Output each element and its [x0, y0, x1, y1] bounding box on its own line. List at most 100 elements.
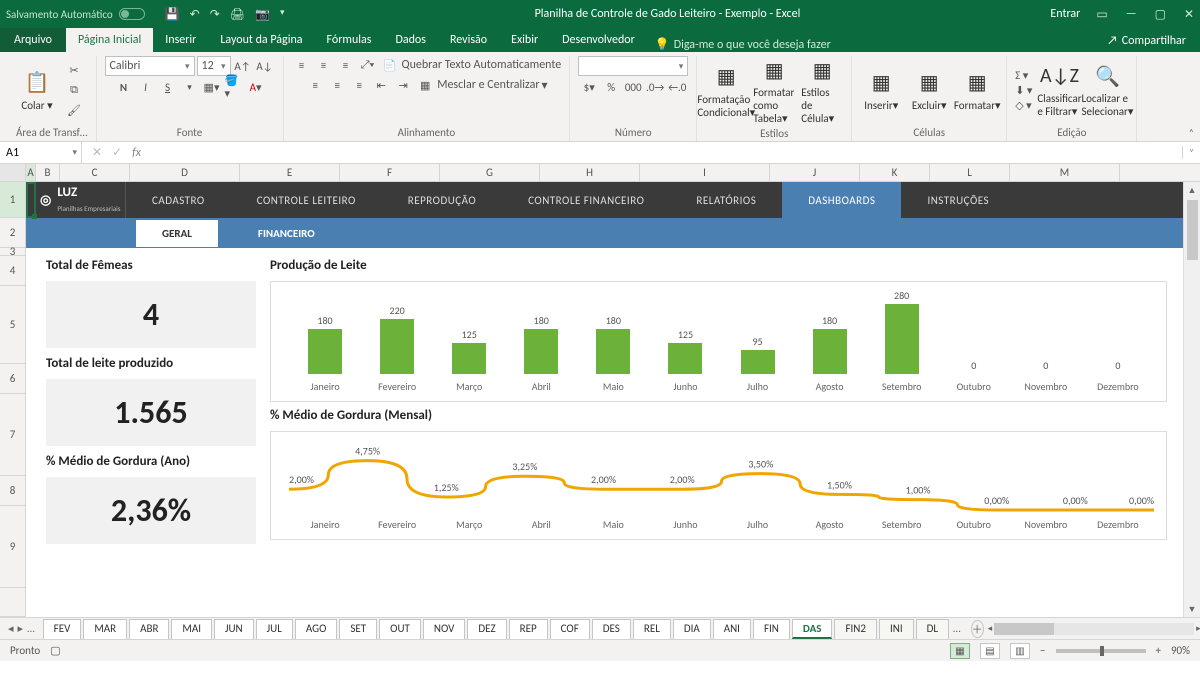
- dec-decimal-icon[interactable]: ←.0: [667, 78, 687, 96]
- row-head-6[interactable]: 6: [0, 364, 25, 394]
- align-mid-icon[interactable]: ≡: [314, 56, 334, 74]
- orientation-icon[interactable]: ⤢▾: [358, 56, 378, 74]
- sheet-tab-abr[interactable]: ABR: [129, 619, 169, 639]
- sheet-tab-out[interactable]: OUT: [379, 619, 421, 639]
- col-head-H[interactable]: H: [540, 164, 640, 181]
- col-head-M[interactable]: M: [1010, 164, 1120, 181]
- sheet-tab-ani[interactable]: ANI: [713, 619, 751, 639]
- tab-view[interactable]: Exibir: [499, 28, 550, 52]
- nav-instruções[interactable]: INSTRUÇÕES: [901, 182, 1015, 218]
- expand-formula-bar-icon[interactable]: ˅: [1182, 146, 1200, 159]
- ribbon-options-icon[interactable]: ▭: [1096, 7, 1107, 22]
- sheet-nav-last-icon[interactable]: ▸: [18, 622, 24, 635]
- save-icon[interactable]: 💾: [165, 7, 180, 22]
- row-head-1[interactable]: 1: [0, 182, 25, 218]
- col-head-J[interactable]: J: [770, 164, 860, 181]
- format-as-table-button[interactable]: ▦Formatar como Tabela▾: [753, 56, 795, 125]
- cell-styles-button[interactable]: ▦Estilos de Célula▾: [801, 56, 843, 125]
- enter-formula-icon[interactable]: ✓: [112, 145, 122, 160]
- col-head-D[interactable]: D: [130, 164, 240, 181]
- delete-cells-button[interactable]: ▦Excluir▾: [908, 69, 950, 112]
- tab-developer[interactable]: Desenvolvedor: [550, 28, 647, 52]
- minimize-icon[interactable]: —: [1126, 7, 1137, 22]
- inc-decimal-icon[interactable]: .0→: [645, 78, 665, 96]
- indent-dec-icon[interactable]: ⇤: [371, 76, 391, 94]
- row-head-8[interactable]: 8: [0, 476, 25, 506]
- col-head-C[interactable]: C: [60, 164, 130, 181]
- indent-inc-icon[interactable]: ⇥: [393, 76, 413, 94]
- row-head-2[interactable]: 2: [0, 218, 25, 248]
- formula-bar-input[interactable]: [151, 142, 1182, 163]
- name-box[interactable]: A1▾: [0, 142, 82, 163]
- italic-icon[interactable]: I: [136, 78, 156, 96]
- borders-icon[interactable]: ▦▾: [202, 78, 222, 96]
- select-all-corner[interactable]: [0, 164, 26, 181]
- sheet-tab-mai[interactable]: MAI: [171, 619, 212, 639]
- sheet-tab-nov[interactable]: NOV: [423, 619, 466, 639]
- col-head-K[interactable]: K: [860, 164, 930, 181]
- maximize-icon[interactable]: ▢: [1155, 7, 1166, 22]
- conditional-formatting-button[interactable]: ▦Formatação Condicional▾: [705, 63, 747, 119]
- align-left-icon[interactable]: ≡: [305, 76, 325, 94]
- vertical-scrollbar[interactable]: ▲▼: [1183, 182, 1200, 617]
- col-head-F[interactable]: F: [340, 164, 440, 181]
- nav-relatórios[interactable]: RELATÓRIOS: [670, 182, 782, 218]
- col-head-G[interactable]: G: [440, 164, 540, 181]
- fill-color-icon[interactable]: 🪣▾: [224, 78, 244, 96]
- number-format-combo[interactable]: ▾: [578, 56, 688, 76]
- col-head-B[interactable]: B: [36, 164, 60, 181]
- redo-icon[interactable]: ↷: [210, 7, 220, 22]
- wrap-text-button[interactable]: 📄: [380, 56, 400, 74]
- insert-cells-button[interactable]: ▦Inserir▾: [860, 69, 902, 112]
- sheet-tab-dez[interactable]: DEZ: [467, 619, 506, 639]
- sheet-tab-fev[interactable]: FEV: [43, 619, 82, 639]
- horizontal-scrollbar[interactable]: ◂ ▸: [984, 623, 1200, 635]
- font-size-combo[interactable]: 12▾: [197, 56, 231, 76]
- row-head-5[interactable]: 5: [0, 286, 25, 364]
- tab-home[interactable]: Página Inicial: [66, 28, 153, 52]
- sheet-more-prev[interactable]: …: [27, 622, 35, 635]
- font-name-combo[interactable]: Calibri▾: [105, 56, 195, 76]
- nav-cadastro[interactable]: CADASTRO: [126, 182, 231, 218]
- zoom-out-icon[interactable]: −: [1040, 644, 1045, 657]
- sheet-tab-des[interactable]: DES: [592, 619, 631, 639]
- format-painter-icon[interactable]: 🖌: [64, 101, 84, 119]
- zoom-level[interactable]: 90%: [1171, 644, 1190, 657]
- row-head-3[interactable]: 3: [0, 248, 25, 256]
- increase-font-icon[interactable]: A↑: [233, 57, 253, 75]
- view-page-layout-icon[interactable]: ▤: [980, 643, 1000, 659]
- merge-button[interactable]: ▦: [415, 76, 435, 94]
- zoom-in-icon[interactable]: +: [1156, 644, 1161, 657]
- col-head-A[interactable]: A: [26, 164, 36, 181]
- sheet-tab-ini[interactable]: INI: [879, 619, 914, 639]
- close-icon[interactable]: ✕: [1184, 7, 1194, 22]
- tab-data[interactable]: Dados: [383, 28, 437, 52]
- copy-icon[interactable]: ⧉: [64, 81, 84, 99]
- row-head-4[interactable]: 4: [0, 256, 25, 286]
- tab-file[interactable]: Arquivo: [0, 28, 66, 52]
- align-right-icon[interactable]: ≡: [349, 76, 369, 94]
- collapse-ribbon-icon[interactable]: ˄: [1189, 126, 1194, 139]
- qat-print-icon[interactable]: 🖨: [230, 7, 245, 22]
- row-head-7[interactable]: 7: [0, 394, 25, 476]
- nav-controle-leiteiro[interactable]: CONTROLE LEITEIRO: [231, 182, 382, 218]
- tab-layout[interactable]: Layout da Página: [208, 28, 314, 52]
- col-head-E[interactable]: E: [240, 164, 340, 181]
- undo-icon[interactable]: ↶: [190, 7, 200, 22]
- view-normal-icon[interactable]: ▦: [950, 643, 970, 659]
- qat-camera-icon[interactable]: 📷: [255, 7, 270, 22]
- tab-formulas[interactable]: Fórmulas: [315, 28, 384, 52]
- comma-icon[interactable]: 000: [623, 78, 643, 96]
- sheet-tab-jun[interactable]: JUN: [214, 619, 254, 639]
- percent-icon[interactable]: %: [601, 78, 621, 96]
- paste-button[interactable]: 📋 Colar ▾: [16, 69, 58, 112]
- row-head-9[interactable]: 9: [0, 506, 25, 588]
- align-bot-icon[interactable]: ≡: [336, 56, 356, 74]
- zoom-slider[interactable]: [1056, 649, 1146, 653]
- sheet-tab-rep[interactable]: REP: [509, 619, 548, 639]
- sheet-tab-set[interactable]: SET: [339, 619, 377, 639]
- row-head-blank[interactable]: [0, 588, 25, 617]
- sheet-nav-first-icon[interactable]: ◂: [8, 622, 14, 635]
- clear-icon[interactable]: ◇ ▾: [1015, 99, 1032, 112]
- align-center-icon[interactable]: ≡: [327, 76, 347, 94]
